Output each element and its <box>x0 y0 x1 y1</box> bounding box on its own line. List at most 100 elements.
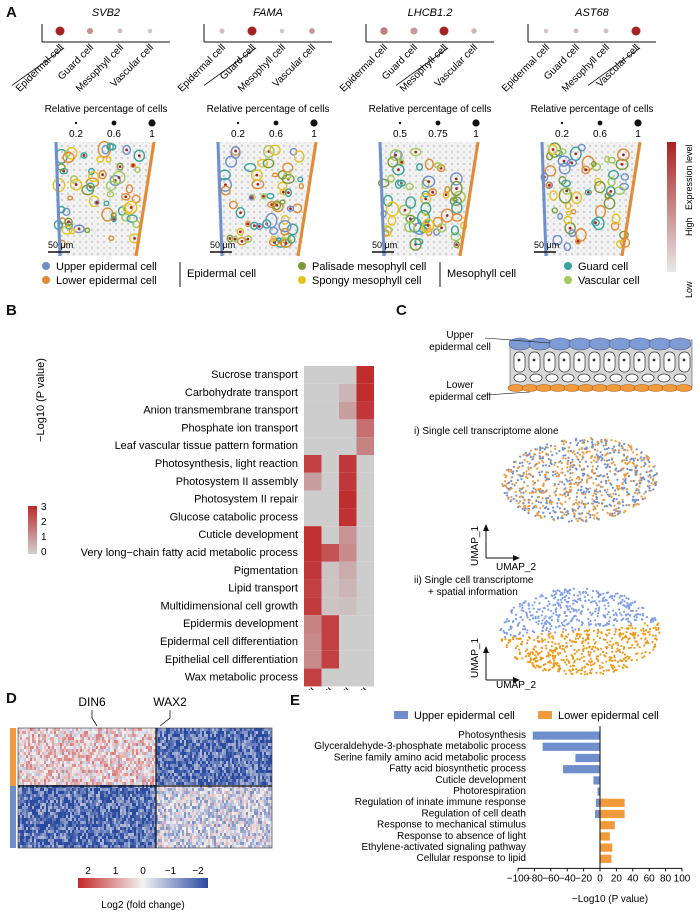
gene-label-din6: DIN6 <box>78 695 106 709</box>
heatmap-row-label: Carbohydrate transport <box>185 387 298 399</box>
x-tick-label: 100 <box>674 873 691 884</box>
fold-change-tick: −2 <box>192 866 204 877</box>
expression-high-label: High <box>684 217 694 236</box>
umap2-axis-2: UMAP_2 <box>496 680 536 690</box>
size-legend-label: 0.6 <box>107 129 121 140</box>
pvalue-tick: 0 <box>41 547 47 558</box>
go-term-label: Photosynthesis <box>458 730 526 741</box>
heatmap-cell <box>339 472 357 491</box>
heatmap-cell <box>304 508 322 527</box>
go-term-label: Serine family amino acid metabolic proce… <box>334 752 526 763</box>
bar-lower <box>600 843 613 852</box>
bar-upper <box>542 742 600 751</box>
bar-lower <box>600 832 610 841</box>
gene-title: SVB2 <box>92 7 120 19</box>
dot-epidermal-cell <box>55 26 65 36</box>
expression-level-label: Expression level <box>684 144 694 210</box>
x-tick-label: 60 <box>644 873 656 884</box>
heatmap-cell <box>339 561 357 580</box>
size-legend-dot <box>273 120 279 126</box>
heatmap-cell <box>321 490 339 509</box>
size-legend-dot <box>148 119 156 127</box>
heatmap-cell <box>339 544 357 562</box>
pvalue-colorbar <box>28 506 37 554</box>
go-term-label: Glyceraldehyde-3-phosphate metabolic pro… <box>314 741 526 752</box>
size-legend-label: 1 <box>635 129 641 140</box>
heatmap-row-label: Leaf vascular tissue pattern formation <box>115 440 298 452</box>
size-legend-dot <box>310 119 318 127</box>
size-legend-dot <box>111 120 117 126</box>
heatmap-row-label: Anion transmembrane transport <box>143 405 298 417</box>
legend-spongy-label: Spongy mesophyll cell <box>312 275 421 287</box>
heatmap-cell <box>304 472 322 491</box>
heatmap-row-label: Photosynthesis, light reaction <box>155 458 298 470</box>
size-legend-dot <box>597 120 603 126</box>
x-tick-label: −40 <box>559 873 576 884</box>
heatmap-cell <box>304 401 322 420</box>
size-legend-label: 0.2 <box>69 129 83 140</box>
heatmap-row-label: Lipid transport <box>228 583 298 595</box>
heatmap-cell <box>356 366 374 384</box>
heatmap-cell <box>321 419 339 438</box>
heatmap-cell <box>356 579 374 598</box>
pvalue-tick: 3 <box>41 502 47 513</box>
bar-upper <box>597 787 600 796</box>
lower-epidermal-label-l2: epidermal cell <box>429 392 491 403</box>
scale-bar-label: 50 μm <box>210 240 235 250</box>
expression-low-label: Low <box>684 281 694 298</box>
heatmap-cell <box>356 633 374 651</box>
heatmap-row-label: Photosystem II repair <box>194 494 298 506</box>
heatmap-row-label: Epithelial cell differentiation <box>165 654 298 666</box>
legend-mesophyll-group: Mesophyll cell <box>447 268 516 280</box>
heatmap-cell <box>321 472 339 491</box>
pvalue-colorbar-title: −Log10 (P value) <box>35 358 47 442</box>
bar-lower <box>600 854 612 863</box>
x-tick-label: 40 <box>627 873 639 884</box>
heatmap-cell <box>339 597 357 616</box>
legend-epidermal-group: Epidermal cell <box>187 268 256 280</box>
size-legend-dot <box>435 120 441 126</box>
heatmap-cell <box>321 561 339 580</box>
dot-guard-cell <box>247 26 257 36</box>
x-tick-label: −100 <box>507 873 530 884</box>
upper-epidermal-label-l2: epidermal cell <box>429 342 491 353</box>
fold-change-tick: 0 <box>140 866 146 877</box>
bar-lower <box>600 798 625 807</box>
group-bar-upper <box>10 786 16 848</box>
go-term-label: Cellular response to lipid <box>416 853 526 864</box>
heatmap-cell <box>356 508 374 527</box>
pvalue-tick: 1 <box>41 532 47 543</box>
bar-lower <box>600 821 615 830</box>
gene-title: FAMA <box>253 7 283 19</box>
panel-a-letter: A <box>6 4 17 21</box>
heatmap-cell <box>321 544 339 562</box>
heatmap-row-label: Wax metabolic process <box>185 672 299 684</box>
heatmap-cell <box>321 508 339 527</box>
heatmap-cell <box>321 633 339 651</box>
heatmap-cell <box>339 490 357 509</box>
tissue-image-fama: 50 μm <box>206 141 328 257</box>
heatmap-cell <box>339 650 357 669</box>
size-legend-dot <box>74 121 78 125</box>
heatmap-cell <box>321 668 339 687</box>
legend-lower-marker <box>42 276 50 284</box>
bar-upper <box>575 753 600 763</box>
legend-lower-swatch <box>538 711 552 719</box>
pvalue-tick: 2 <box>41 517 47 528</box>
heatmap-cell <box>339 668 357 687</box>
legend-upper-marker <box>42 262 50 270</box>
legend-guard-marker <box>564 262 572 270</box>
size-legend-label: 1 <box>311 129 317 140</box>
panel-e-barchart: Upper epidermal cell Lower epidermal cel… <box>314 710 691 905</box>
panel-c-letter: C <box>396 302 407 319</box>
size-legend-dot <box>634 119 642 127</box>
heatmap-cell <box>339 615 357 633</box>
heatmap-row-label: Sucrose transport <box>211 369 298 381</box>
heatmap-cell <box>339 526 357 544</box>
umap1-title: i) Single cell transcriptome alone <box>414 426 559 437</box>
heatmap-cell <box>304 437 322 455</box>
heatmap-cell <box>304 526 322 544</box>
legend-vascular-label: Vascular cell <box>578 275 640 287</box>
